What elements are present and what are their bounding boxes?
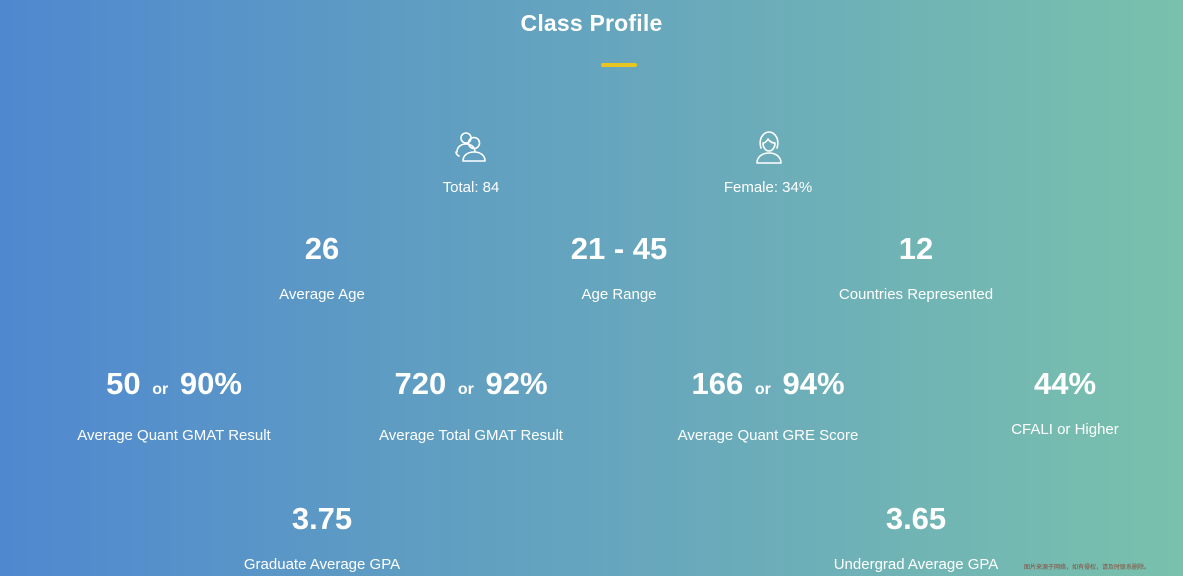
stat-label: Age Range bbox=[581, 286, 657, 303]
stat-graduate-gpa: 3.75 Graduate Average GPA bbox=[172, 501, 472, 573]
stat-undergrad-gpa: 3.65 Undergrad Average GPA bbox=[766, 501, 1066, 573]
stat-value: 50 or 90% bbox=[106, 366, 242, 401]
stat-average-age: 26 Average Age bbox=[172, 231, 472, 303]
stat-value: 21 - 45 bbox=[570, 231, 668, 266]
stat-value: 3.75 bbox=[291, 501, 353, 536]
stat-value: 166 or 94% bbox=[691, 366, 845, 401]
female-person-icon bbox=[749, 128, 789, 168]
female-label: Female: 34% bbox=[723, 179, 813, 196]
stat-total-gmat: 720 or 92% Average Total GMAT Result bbox=[321, 366, 621, 444]
stat-label: CFALI or Higher bbox=[1011, 421, 1119, 438]
stat-quant-gre: 166 or 94% Average Quant GRE Score bbox=[618, 366, 918, 444]
stat-value: 720 or 92% bbox=[394, 366, 548, 401]
stat-quant-gmat: 50 or 90% Average Quant GMAT Result bbox=[24, 366, 324, 444]
stat-label: Average Quant GMAT Result bbox=[77, 427, 271, 444]
title-underline bbox=[601, 63, 637, 67]
stat-label: Countries Represented bbox=[838, 286, 994, 303]
stat-value: 12 bbox=[898, 231, 934, 266]
stat-label: Average Age bbox=[279, 286, 365, 303]
group-people-icon bbox=[451, 128, 491, 168]
stat-countries: 12 Countries Represented bbox=[766, 231, 1066, 303]
stat-label: Average Quant GRE Score bbox=[677, 427, 859, 444]
stat-age-range: 21 - 45 Age Range bbox=[469, 231, 769, 303]
watermark-text: 图片来源于网络，如有侵权，请及时联系删除。 bbox=[1024, 565, 1151, 571]
total-label: Total: 84 bbox=[442, 179, 500, 196]
stat-value: 3.65 bbox=[885, 501, 947, 536]
stat-value: 44% bbox=[1033, 366, 1097, 401]
stat-label: Graduate Average GPA bbox=[243, 556, 401, 573]
page-title: Class Profile bbox=[520, 10, 663, 36]
stat-cfali: 44% CFALI or Higher bbox=[915, 366, 1183, 438]
stat-label: Average Total GMAT Result bbox=[379, 427, 563, 444]
stat-value: 26 bbox=[304, 231, 340, 266]
stat-label: Undergrad Average GPA bbox=[833, 556, 999, 573]
